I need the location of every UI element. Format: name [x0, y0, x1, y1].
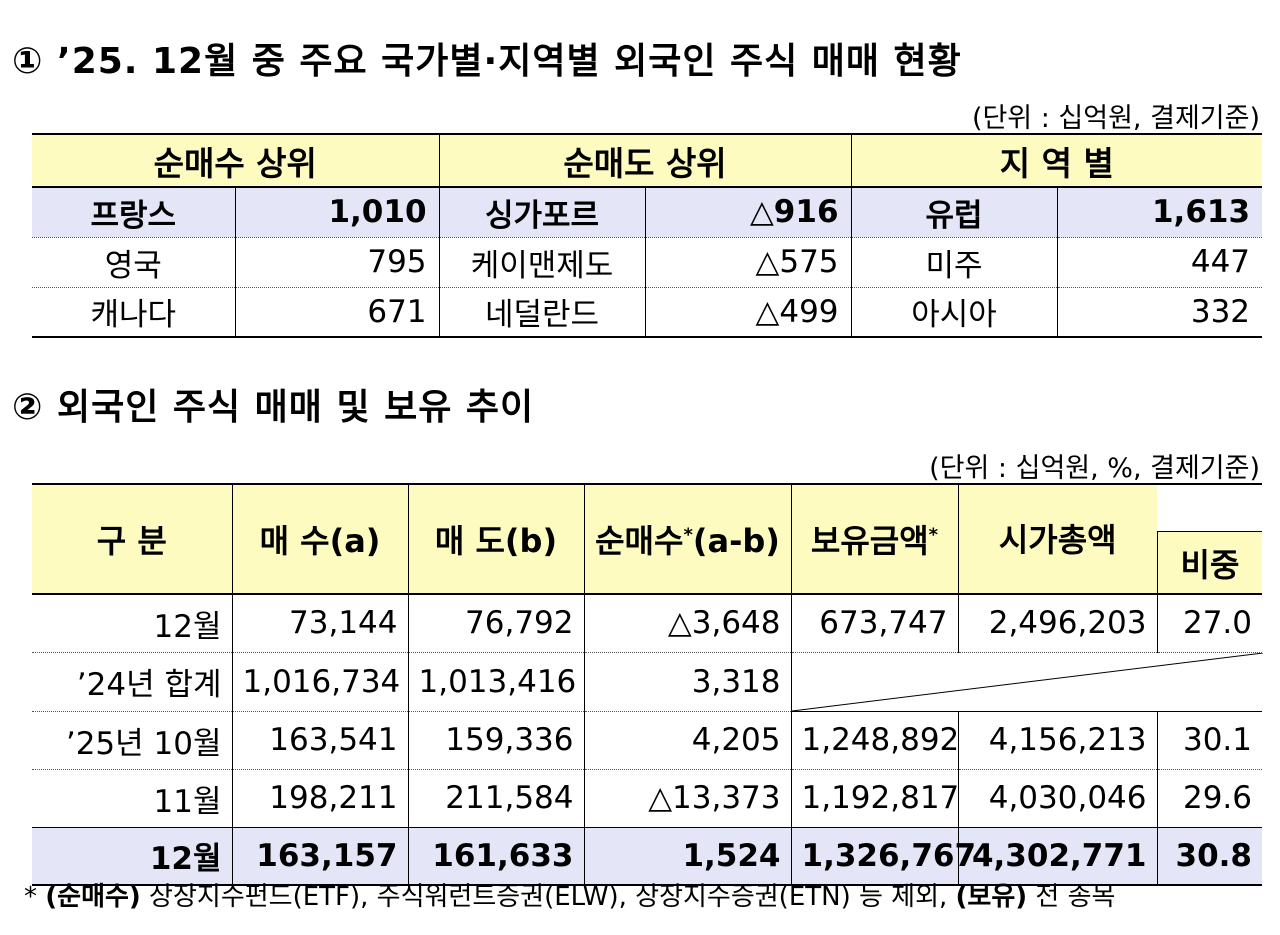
header-market-cap: 시가총액 — [957, 483, 1157, 595]
table-row: 캐나다 671 네덜란드 △499 아시아 332 — [32, 287, 1263, 338]
footnote: * (순매수) 상장지수펀드(ETF), 주식워런트증권(ELW), 상장지수증… — [24, 882, 1116, 912]
sell-value: 159,336 — [407, 711, 584, 770]
country-name: 싱가포르 — [438, 187, 646, 238]
section2-unit: (단위 : 십억원, %, 결제기준) — [929, 453, 1260, 484]
row-label: 12월 — [32, 826, 232, 886]
header-sell: 매 도(b) — [407, 483, 584, 595]
table-row: 12월 73,144 76,792 △3,648 673,747 2,496,2… — [32, 594, 1262, 653]
trading-holding-table: 구 분 매 수(a) 매 도(b) 순매수*(a-b) 보유금액* 시가총액 비… — [32, 483, 1263, 886]
sell-value: 76,792 — [407, 594, 584, 653]
amount: 447 — [1056, 237, 1263, 288]
section2-title: ② 외국인 주식 매매 및 보유 추이 — [12, 387, 535, 428]
header-ratio-cell: 비중 — [1157, 483, 1262, 595]
table-header-row: 구 분 매 수(a) 매 도(b) 순매수*(a-b) 보유금액* 시가총액 비… — [32, 483, 1262, 595]
holding-value: 673,747 — [790, 594, 958, 653]
mcap-value: 4,030,046 — [957, 769, 1157, 828]
net-value: 3,318 — [583, 652, 791, 712]
region-name: 아시아 — [850, 287, 1058, 338]
amount: 795 — [234, 237, 440, 288]
header-category: 구 분 — [32, 483, 232, 595]
header-by-region: 지 역 별 — [850, 133, 1263, 188]
buy-value: 163,541 — [231, 711, 408, 770]
amount: 1,613 — [1056, 187, 1263, 238]
header-net-buy-top: 순매수 상위 — [32, 133, 440, 188]
mcap-value: 2,496,203 — [957, 594, 1157, 653]
row-label: 12월 — [32, 594, 232, 653]
country-name: 캐나다 — [32, 287, 235, 338]
amount: 1,010 — [234, 187, 440, 238]
mcap-value: 4,156,213 — [957, 711, 1157, 770]
table-row: 영국 795 케이맨제도 △575 미주 447 — [32, 237, 1263, 288]
country-region-table: 순매수 상위 순매도 상위 지 역 별 프랑스 1,010 싱가포르 △916 … — [32, 133, 1263, 338]
holding-value: 1,248,892 — [790, 711, 959, 770]
net-value: 4,205 — [583, 711, 791, 770]
section1-title: ① ’25. 12월 중 주요 국가별·지역별 외국인 주식 매매 현황 — [12, 41, 962, 82]
mcap-value: 4,302,771 — [957, 826, 1157, 886]
holding-value: 1,192,817 — [790, 769, 959, 828]
sell-value: 161,633 — [407, 826, 584, 886]
table-header-row: 순매수 상위 순매도 상위 지 역 별 — [32, 133, 1263, 188]
buy-value: 198,211 — [231, 769, 408, 828]
row-label: ’24년 합계 — [32, 652, 232, 712]
header-buy: 매 수(a) — [231, 483, 408, 595]
country-name: 프랑스 — [32, 187, 235, 238]
section1-unit: (단위 : 십억원, 결제기준) — [971, 103, 1260, 134]
amount: △575 — [644, 237, 852, 288]
country-name: 영국 — [32, 237, 235, 288]
net-value: 1,524 — [583, 826, 791, 886]
header-net-buy: 순매수*(a-b) — [583, 483, 791, 595]
empty-diagonal-cell — [790, 652, 1263, 712]
sell-value: 211,584 — [407, 769, 584, 828]
region-name: 미주 — [850, 237, 1058, 288]
header-net-sell-top: 순매도 상위 — [438, 133, 852, 188]
amount: 671 — [234, 287, 440, 338]
amount: 332 — [1056, 287, 1263, 338]
country-name: 네덜란드 — [438, 287, 646, 338]
table-row: ’24년 합계 1,016,734 1,013,416 3,318 — [32, 652, 1263, 712]
ratio-value: 30.1 — [1156, 711, 1262, 770]
table-row: 프랑스 1,010 싱가포르 △916 유럽 1,613 — [32, 187, 1263, 238]
table-row: 12월 163,157 161,633 1,524 1,326,767 4,30… — [32, 826, 1262, 886]
amount: △499 — [644, 287, 852, 338]
amount: △916 — [644, 187, 852, 238]
holding-value: 1,326,767 — [790, 826, 976, 886]
buy-value: 163,157 — [231, 826, 408, 886]
buy-value: 73,144 — [231, 594, 408, 653]
table-row: 11월 198,211 211,584 △13,373 1,192,817 4,… — [32, 769, 1262, 828]
sell-value: 1,013,416 — [407, 652, 584, 712]
ratio-value: 30.8 — [1156, 826, 1262, 886]
ratio-value: 29.6 — [1156, 769, 1262, 828]
header-holding: 보유금액* — [790, 483, 958, 595]
ratio-value: 27.0 — [1156, 594, 1262, 653]
buy-value: 1,016,734 — [231, 652, 408, 712]
diagonal-line — [791, 652, 1263, 711]
table-row: ’25년 10월 163,541 159,336 4,205 1,248,892… — [32, 711, 1262, 770]
net-value: △13,373 — [583, 769, 791, 828]
region-name: 유럽 — [850, 187, 1058, 238]
row-label: ’25년 10월 — [32, 711, 232, 770]
net-value: △3,648 — [583, 594, 791, 653]
country-name: 케이맨제도 — [438, 237, 646, 288]
row-label: 11월 — [32, 769, 232, 828]
header-ratio: 비중 — [1157, 531, 1262, 593]
